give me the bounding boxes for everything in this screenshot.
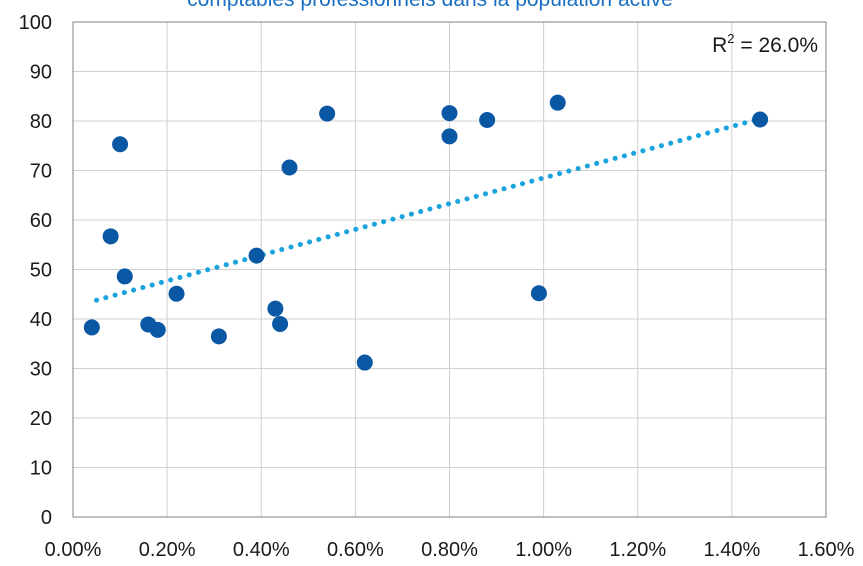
x-tick-label: 1.60%: [798, 539, 855, 561]
data-point: [112, 136, 129, 153]
data-point: [83, 319, 100, 336]
data-point: [102, 228, 119, 245]
data-point: [149, 321, 166, 338]
y-tick-label: 70: [30, 161, 52, 183]
y-tick-label: 80: [30, 111, 52, 133]
trendline-path: [94, 117, 758, 303]
r-squared-annotation: R2 = 26.0%: [712, 31, 818, 57]
data-points: [83, 94, 769, 371]
data-point: [168, 285, 185, 302]
y-tick-label: 30: [30, 359, 52, 381]
y-tick-label: 0: [41, 507, 52, 529]
data-point: [356, 354, 373, 371]
data-point: [116, 268, 133, 285]
y-tick-label: 90: [30, 62, 52, 84]
x-tick-labels: 0.00% 0.20% 0.40% 0.60% 0.80% 1.00% 1.20% 1.40%…: [45, 539, 855, 561]
y-tick-label: 100: [19, 12, 52, 34]
data-point: [441, 105, 458, 122]
data-point: [248, 247, 265, 264]
data-point: [210, 328, 227, 345]
x-tick-label: 1.20%: [609, 539, 666, 561]
x-tick-label: 1.00%: [515, 539, 572, 561]
trendline: [94, 117, 758, 303]
y-tick-label: 40: [30, 309, 52, 331]
y-tick-labels: 0 10 20 30 40 50 60 70 80 90 100: [19, 12, 52, 529]
x-tick-label: 0.60%: [327, 539, 384, 561]
data-point: [752, 111, 769, 128]
gridlines: [73, 22, 826, 517]
data-point: [281, 159, 298, 176]
plot-area-frame: [72, 21, 827, 518]
r-squared-superscript: 2: [727, 31, 734, 46]
x-tick-label: 0.00%: [45, 539, 102, 561]
y-tick-label: 50: [30, 260, 52, 282]
data-point: [272, 315, 289, 332]
x-tick-label: 0.40%: [233, 539, 290, 561]
data-point: [530, 285, 547, 302]
chart-title: comptables professionnels dans la popula…: [187, 0, 673, 11]
y-tick-label: 20: [30, 408, 52, 430]
y-tick-label: 10: [30, 458, 52, 480]
data-point: [479, 112, 496, 129]
data-point: [549, 94, 566, 111]
x-tick-label: 0.20%: [139, 539, 196, 561]
y-tick-label: 60: [30, 210, 52, 232]
data-point: [441, 128, 458, 145]
x-tick-label: 0.80%: [421, 539, 478, 561]
plot-border: [72, 21, 827, 518]
data-point: [267, 300, 284, 317]
x-tick-label: 1.40%: [704, 539, 761, 561]
data-point: [319, 105, 336, 122]
